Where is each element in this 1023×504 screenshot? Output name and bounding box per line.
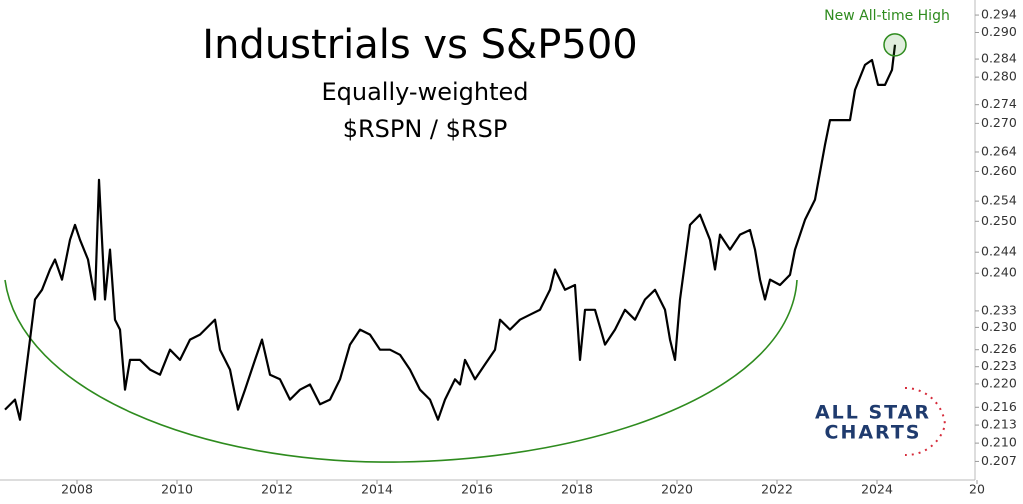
y-tick-label: 0.207 <box>981 453 1017 468</box>
y-tick-label: 0.270 <box>981 115 1017 130</box>
chart-subtitle: Equally-weighted <box>321 78 528 106</box>
y-tick-label: 0.213 <box>981 417 1017 432</box>
x-tick-label: 2008 <box>61 482 93 497</box>
x-tick-label: 2010 <box>161 482 193 497</box>
logo-text: CHARTS <box>825 422 922 444</box>
logo-text: ALL STAR <box>815 402 931 424</box>
y-tick-label: 0.226 <box>981 341 1017 356</box>
y-tick-label: 0.210 <box>981 435 1017 450</box>
x-tick-label: 2020 <box>661 482 693 497</box>
y-tick-label: 0.233 <box>981 302 1017 317</box>
chart-title: Industrials vs S&P500 <box>202 22 637 68</box>
x-tick-label: 2024 <box>861 482 893 497</box>
y-tick-label: 0.250 <box>981 213 1017 228</box>
annotation-circle <box>883 33 907 57</box>
y-tick-label: 0.216 <box>981 399 1017 414</box>
y-tick-label: 0.290 <box>981 24 1017 39</box>
y-tick-label: 0.254 <box>981 193 1017 208</box>
x-tick-label: 20 <box>969 482 985 497</box>
y-tick-label: 0.280 <box>981 69 1017 84</box>
y-tick-label: 0.240 <box>981 265 1017 280</box>
y-tick-label: 0.223 <box>981 358 1017 373</box>
y-tick-label: 0.264 <box>981 143 1017 158</box>
annotation: New All-time High <box>824 8 950 24</box>
y-tick-label: 0.284 <box>981 51 1017 66</box>
y-tick-label: 0.294 <box>981 7 1017 22</box>
logo: ALL STAR CHARTS <box>815 386 947 457</box>
line-series <box>4 44 897 421</box>
cup-arc <box>4 279 798 463</box>
y-tick-label: 0.274 <box>981 96 1017 111</box>
x-tick-label: 2012 <box>261 482 293 497</box>
y-tick-label: 0.220 <box>981 375 1017 390</box>
x-tick-label: 2022 <box>761 482 793 497</box>
x-tick-label: 2018 <box>561 482 593 497</box>
chart-subtitle: $RSPN / $RSP <box>343 115 508 143</box>
x-tick-label: 2016 <box>461 482 493 497</box>
x-tick-label: 2014 <box>361 482 393 497</box>
y-tick-label: 0.230 <box>981 319 1017 334</box>
y-tick-label: 0.244 <box>981 244 1017 259</box>
y-tick-label: 0.260 <box>981 163 1017 178</box>
